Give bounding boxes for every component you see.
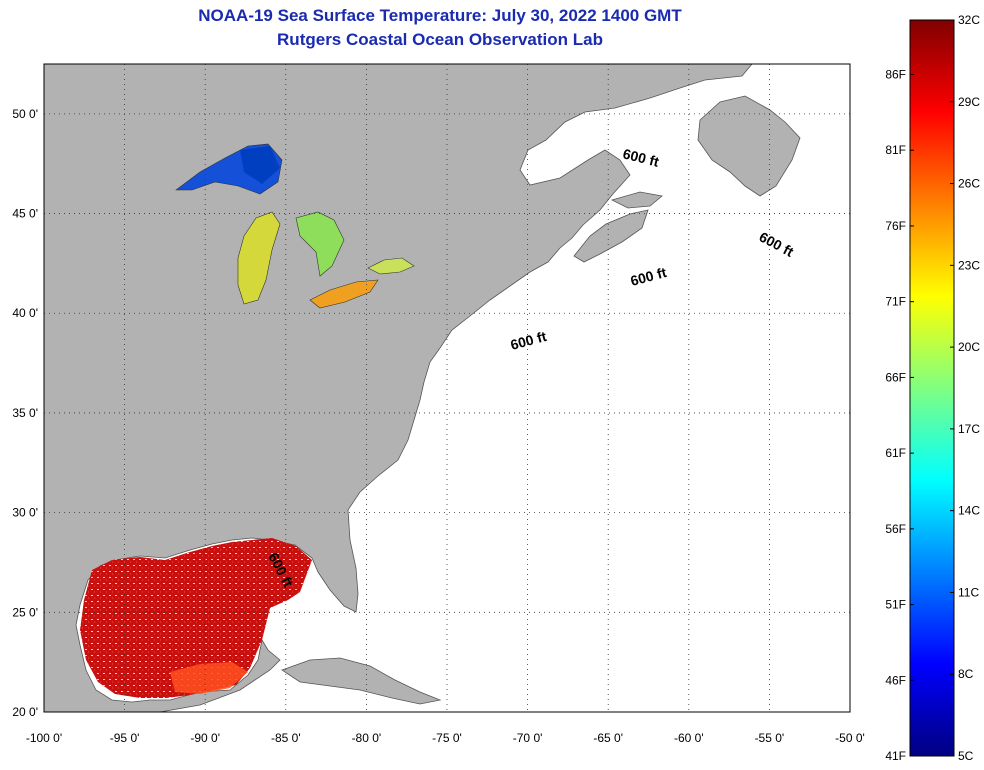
y-axis: 50 0' 45 0' 40 0' 35 0' 30 0' 25 0' 20 0' (12, 107, 38, 719)
nova-scotia (573, 209, 649, 263)
map-title: NOAA-19 Sea Surface Temperature: July 30… (198, 6, 682, 25)
lake-huron (295, 211, 345, 277)
fahrenheit-labels: 86F 81F 76F 71F 66F 61F 56F 51F 46F 41F (885, 68, 914, 763)
colorbar-celsius-label: 32C (958, 13, 980, 27)
colorbar-celsius-label: 17C (958, 422, 980, 436)
cuba (281, 657, 442, 705)
lake-michigan (237, 211, 281, 305)
x-tick-label: -85 0' (271, 731, 301, 745)
colorbar-celsius-label: 8C (958, 667, 974, 681)
colorbar-celsius-label: 14C (958, 504, 980, 518)
gulf-yucatan-warm (170, 662, 248, 694)
y-tick-label: 45 0' (12, 207, 38, 221)
colorbar-fahrenheit-label: 51F (885, 598, 906, 612)
newfoundland (697, 95, 801, 197)
celsius-labels: 32C 29C 26C 23C 20C 17C 14C 11C 8C 5C (950, 13, 980, 763)
x-tick-label: -90 0' (190, 731, 220, 745)
x-tick-label: -50 0' (835, 731, 865, 745)
north-america-landmass (44, 64, 753, 712)
map-subtitle: Rutgers Coastal Ocean Observation Lab (277, 30, 603, 49)
colorbar-fahrenheit-label: 46F (885, 673, 906, 687)
colorbar-fahrenheit-label: 61F (885, 446, 906, 460)
colorbar-celsius-label: 23C (958, 258, 980, 272)
y-tick-label: 35 0' (12, 406, 38, 420)
colorbar-celsius-label: 20C (958, 340, 980, 354)
colorbar-fahrenheit-label: 71F (885, 295, 906, 309)
x-axis: -100 0' -95 0' -90 0' -85 0' -80 0' -75 0' -70… (26, 731, 865, 745)
plot-frame (43, 63, 851, 713)
x-tick-label: -75 0' (432, 731, 462, 745)
grid (44, 64, 850, 712)
colorbar-celsius-label: 11C (958, 585, 979, 599)
colorbar-fahrenheit-label: 76F (885, 219, 906, 233)
lake-superior-east (240, 146, 280, 184)
lake-erie (309, 279, 379, 309)
y-tick-label: 25 0' (12, 605, 38, 619)
lake-ontario (367, 257, 415, 275)
y-tick-label: 20 0' (12, 705, 38, 719)
colorbar (909, 19, 955, 757)
x-tick-label: -65 0' (593, 731, 623, 745)
colorbar-fahrenheit-label: 81F (885, 143, 906, 157)
colorbar-celsius-label: 5C (958, 749, 974, 763)
x-tick-label: -55 0' (755, 731, 785, 745)
y-tick-label: 50 0' (12, 107, 38, 121)
colorbar-fahrenheit-label: 56F (885, 522, 906, 536)
colorbar-fahrenheit-label: 86F (885, 68, 906, 82)
gulf-of-mexico-sst (80, 538, 312, 698)
colorbar-celsius-label: 29C (958, 95, 980, 109)
x-tick-label: -95 0' (110, 731, 140, 745)
y-tick-label: 30 0' (12, 506, 38, 520)
x-tick-label: -70 0' (513, 731, 543, 745)
colorbar-fahrenheit-label: 41F (885, 749, 906, 763)
x-tick-label: -60 0' (674, 731, 704, 745)
x-tick-label: -100 0' (26, 731, 62, 745)
x-tick-label: -80 0' (352, 731, 382, 745)
colorbar-fahrenheit-label: 66F (885, 370, 906, 384)
pei (610, 191, 663, 209)
colorbar-celsius-label: 26C (958, 177, 980, 191)
y-tick-label: 40 0' (12, 306, 38, 320)
